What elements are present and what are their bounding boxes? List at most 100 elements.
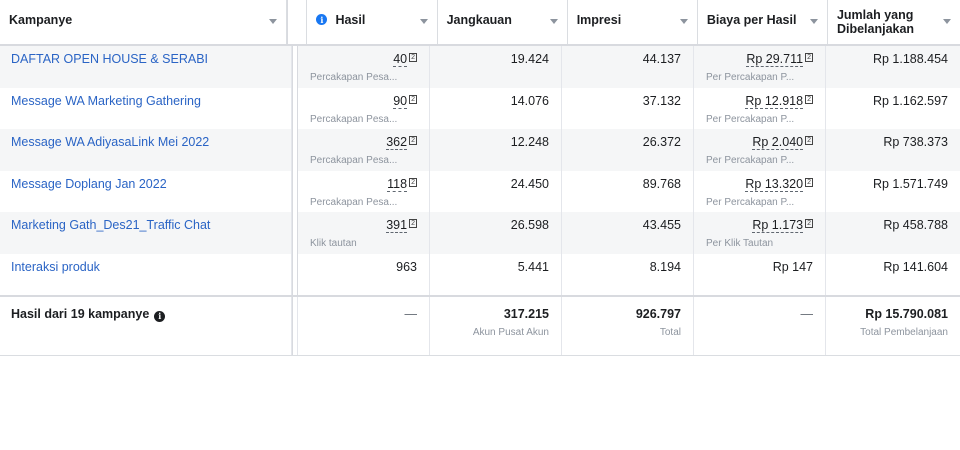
column-header-jumlah[interactable]: Jumlah yang Dibelanjakan (828, 0, 960, 44)
summary-jumlah: Rp 15.790.081 Total Pembelanjaan (826, 297, 960, 355)
biaya-value[interactable]: Rp 29.711 (746, 52, 804, 67)
campaign-cell: Interaksi produk (0, 253, 292, 295)
jangkauan-cell: 14.076 (430, 87, 562, 129)
column-divider (292, 212, 298, 254)
hasil-cell: 963 (298, 253, 430, 295)
footnote-marker[interactable]: 2 (409, 136, 417, 145)
biaya-value[interactable]: Rp 13.320 (745, 176, 804, 192)
footnote-marker[interactable]: 2 (805, 94, 813, 104)
column-header-jangkauan[interactable]: Jangkauan (438, 0, 568, 44)
hasil-value[interactable]: 391 (386, 218, 408, 233)
biaya-cell: Rp 2.040 2 Per Percakapan P... (694, 129, 826, 171)
summary-value: Rp 15.790.081 (865, 307, 948, 321)
campaign-name-link[interactable]: Message WA AdiyasaLink Mei 2022 (11, 135, 210, 149)
column-label: Jangkauan (446, 13, 512, 27)
campaign-name-link[interactable]: DAFTAR OPEN HOUSE & SERABI (11, 52, 209, 66)
footnote-marker[interactable]: 2 (409, 219, 417, 228)
footnote-marker[interactable]: 2 (409, 94, 417, 104)
jangkauan-cell: 5.441 (430, 253, 562, 295)
biaya-value[interactable]: Rp 12.918 (745, 93, 804, 109)
column-label: Jumlah yang Dibelanjakan (837, 0, 914, 36)
hasil-cell: 40 2 Percakapan Pesa... (298, 46, 430, 88)
campaign-name-link[interactable]: Message Doplang Jan 2022 (11, 176, 167, 191)
footnote-marker[interactable]: 2 (805, 219, 813, 228)
info-icon[interactable]: i (154, 310, 166, 322)
biaya-cell: Rp 12.918 2 Per Percakapan P... (694, 87, 826, 129)
column-divider (292, 129, 298, 171)
footnote-marker[interactable]: 2 (805, 177, 813, 187)
hasil-subtext: Klik tautan (310, 238, 357, 249)
biaya-value[interactable]: Rp 2.040 (752, 135, 804, 150)
biaya-value[interactable]: Rp 1.173 (752, 218, 804, 233)
summary-label: Hasil dari 19 kampanye (11, 307, 150, 321)
info-icon[interactable]: i (316, 14, 328, 25)
summary-jangkauan: 317.215 Akun Pusat Akun (430, 297, 562, 355)
footnote-marker[interactable]: 2 (805, 136, 813, 145)
campaign-cell: Message WA AdiyasaLink Mei 2022 (0, 129, 292, 171)
jumlah-value: Rp 1.162.597 (872, 93, 948, 108)
campaign-name-link[interactable]: Message WA Marketing Gathering (11, 93, 201, 108)
hasil-cell: 118 2 Percakapan Pesa... (298, 170, 430, 212)
biaya-subtext: Per Percakapan P... (706, 196, 795, 208)
column-label: Kampanye (9, 13, 73, 27)
column-header-biaya[interactable]: Biaya per Hasil (698, 0, 828, 44)
hasil-cell: 391 2 Klik tautan (298, 212, 430, 254)
summary-biaya: — (694, 297, 826, 355)
hasil-value[interactable]: 40 (393, 52, 408, 67)
jumlah-cell: Rp 1.571.749 (826, 171, 960, 213)
impresi-value: 26.372 (642, 135, 681, 149)
hasil-cell: 90 2 Percakapan Pesa... (298, 87, 430, 129)
jangkauan-value: 19.424 (510, 52, 549, 66)
caret-down-icon[interactable] (269, 19, 278, 24)
impresi-cell: 8.194 (562, 253, 694, 295)
hasil-value[interactable]: 362 (386, 135, 408, 150)
column-divider (292, 170, 298, 212)
jumlah-value: Rp 458.788 (883, 218, 948, 232)
column-label-line: Dibelanjakan (836, 22, 915, 36)
campaign-cell: Message WA Marketing Gathering (0, 87, 292, 129)
caret-down-icon[interactable] (419, 19, 428, 24)
jumlah-cell: Rp 738.373 (826, 129, 960, 171)
campaign-name-link[interactable]: Interaksi produk (11, 259, 100, 274)
impresi-value: 37.132 (642, 93, 681, 108)
footnote-marker[interactable]: 2 (409, 53, 417, 62)
table-row: DAFTAR OPEN HOUSE & SERABI 40 2 Percakapan … (0, 46, 960, 88)
footnote-marker[interactable]: 2 (805, 53, 813, 62)
jangkauan-cell: 24.450 (430, 170, 562, 212)
column-header-impresi[interactable]: Impresi (568, 0, 698, 44)
biaya-cell: Rp 1.173 2 Per Klik Tautan (694, 212, 826, 254)
column-label: Biaya per Hasil (706, 13, 797, 27)
summary-value: — (800, 307, 814, 321)
caret-down-icon[interactable] (549, 19, 558, 24)
caret-down-icon[interactable] (809, 19, 818, 24)
caret-down-icon[interactable] (943, 19, 952, 24)
caret-down-icon[interactable] (679, 19, 688, 24)
table-row: Message Doplang Jan 2022 118 2 Percakapan P… (0, 170, 960, 213)
hasil-value[interactable]: 90 (393, 93, 408, 109)
campaign-name-link[interactable]: Marketing Gath_Des21_Traffic Chat (11, 218, 211, 232)
column-header-hasil[interactable]: i Hasil (307, 0, 438, 44)
table-row: Interaksi produk 963 5.441 8.194 Rp 147 Rp 14… (0, 253, 960, 296)
jumlah-value: Rp 1.571.749 (872, 176, 948, 191)
hasil-subtext: Percakapan Pesa... (310, 155, 398, 166)
jumlah-cell: Rp 141.604 (826, 254, 960, 296)
impresi-value: 89.768 (642, 176, 681, 191)
biaya-subtext: Per Percakapan P... (706, 113, 795, 125)
jangkauan-value: 14.076 (510, 93, 549, 108)
jumlah-cell: Rp 458.788 (826, 212, 960, 254)
summary-subtext: Total Pembelanjaan (860, 327, 948, 338)
jumlah-value: Rp 141.604 (883, 259, 948, 274)
footnote-marker[interactable]: 2 (409, 177, 417, 187)
hasil-value[interactable]: 118 (387, 176, 408, 192)
summary-subtext: Akun Pusat Akun (472, 327, 549, 338)
column-divider[interactable] (287, 0, 308, 44)
summary-hasil: — (298, 297, 430, 355)
jangkauan-cell: 19.424 (430, 46, 562, 88)
summary-row: Hasil dari 19 kampanye i — 317.215 Akun P… (0, 295, 960, 356)
column-header-kampanye[interactable]: Kampanye (0, 0, 288, 44)
column-label: Impresi (576, 13, 622, 27)
summary-label-cell: Hasil dari 19 kampanye i (0, 297, 292, 355)
campaign-table: Kampanye i Hasil Jangkauan Impresi Biaya… (0, 0, 960, 356)
campaign-cell: Message Doplang Jan 2022 (0, 170, 292, 212)
column-divider (292, 87, 298, 129)
